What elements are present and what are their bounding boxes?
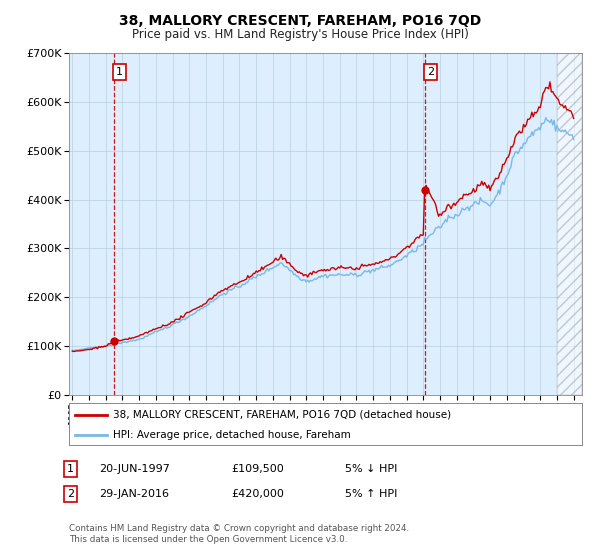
Text: Contains HM Land Registry data © Crown copyright and database right 2024.
This d: Contains HM Land Registry data © Crown c… xyxy=(69,524,409,544)
Text: £109,500: £109,500 xyxy=(231,464,284,474)
Text: £420,000: £420,000 xyxy=(231,489,284,499)
Text: Price paid vs. HM Land Registry's House Price Index (HPI): Price paid vs. HM Land Registry's House … xyxy=(131,28,469,41)
Text: HPI: Average price, detached house, Fareham: HPI: Average price, detached house, Fare… xyxy=(113,430,350,440)
Text: 38, MALLORY CRESCENT, FAREHAM, PO16 7QD (detached house): 38, MALLORY CRESCENT, FAREHAM, PO16 7QD … xyxy=(113,410,451,420)
Text: 20-JUN-1997: 20-JUN-1997 xyxy=(99,464,170,474)
Text: 5% ↑ HPI: 5% ↑ HPI xyxy=(345,489,397,499)
Text: 2: 2 xyxy=(67,489,74,499)
Text: 1: 1 xyxy=(67,464,74,474)
Polygon shape xyxy=(557,53,582,395)
Text: 29-JAN-2016: 29-JAN-2016 xyxy=(99,489,169,499)
Text: 38, MALLORY CRESCENT, FAREHAM, PO16 7QD: 38, MALLORY CRESCENT, FAREHAM, PO16 7QD xyxy=(119,14,481,28)
Text: 2: 2 xyxy=(427,67,434,77)
Text: 1: 1 xyxy=(116,67,123,77)
Text: 5% ↓ HPI: 5% ↓ HPI xyxy=(345,464,397,474)
